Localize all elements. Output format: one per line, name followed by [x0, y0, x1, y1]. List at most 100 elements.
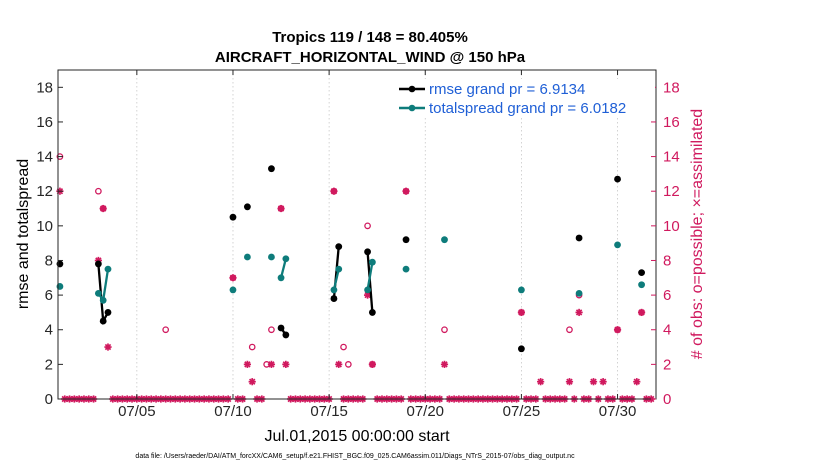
totalspread-point	[614, 241, 621, 249]
obs-possible-marker	[566, 326, 573, 334]
obs-possible-marker	[364, 222, 371, 230]
rmse-point	[614, 175, 621, 183]
obs-possible-marker	[344, 361, 352, 368]
legend-box	[395, 79, 655, 117]
totalspread-point	[441, 236, 448, 244]
obs-assimilated-marker	[517, 308, 526, 317]
data-file-footer: data file: /Users/raeder/DAI/ATM_forcXX/…	[135, 453, 575, 460]
obs-assimilated-marker	[243, 360, 251, 368]
legend-totalspread-label: totalspread grand pr = 6.0182	[429, 100, 626, 117]
rmse-point	[282, 331, 290, 339]
series-points	[56, 80, 645, 353]
obs-assimilated-marker	[440, 360, 449, 368]
y-right-tick-label: 18	[663, 79, 680, 96]
totalspread-point	[104, 265, 112, 273]
legend-rmse-label: rmse grand pr = 6.9134	[429, 81, 585, 98]
plot-frame	[57, 69, 657, 400]
y-right-tick-label: 2	[663, 356, 671, 373]
totalspread-point	[277, 274, 285, 282]
y-right-tick-label: 6	[663, 287, 671, 304]
x-tick-label: 07/30	[599, 403, 637, 420]
totalspread-point	[229, 286, 237, 294]
obs-assimilated-marker	[565, 378, 574, 386]
y-left-tick-label: 14	[36, 149, 53, 166]
rmse-point	[638, 269, 645, 276]
obs-assimilated-marker	[229, 274, 237, 282]
y-left-tick-label: 12	[36, 183, 53, 200]
totalspread-point	[335, 265, 343, 273]
totalspread-point	[368, 258, 376, 266]
obs-possible-marker	[248, 343, 256, 351]
rmse-point	[268, 165, 275, 173]
y-right-tick-label: 12	[663, 183, 680, 200]
y-left-tick-label: 18	[36, 79, 53, 96]
obs-assimilated-markers	[56, 187, 646, 386]
obs-possible-marker	[162, 326, 170, 334]
legend: rmse grand pr = 6.9134 totalspread grand…	[395, 79, 655, 117]
totalspread-point	[268, 253, 275, 261]
obs-assimilated-marker	[368, 360, 376, 368]
obs-possible-marker	[340, 343, 347, 351]
obs-assimilated-marker	[575, 308, 583, 317]
y-left-tick-label: 2	[45, 356, 53, 373]
obs-assimilated-marker	[330, 187, 338, 195]
rmse-point	[335, 243, 343, 251]
x-tick-label: 07/25	[503, 403, 541, 420]
totalspread-point	[99, 296, 107, 304]
totalspread-point	[518, 286, 525, 294]
legend-rmse-marker	[408, 85, 416, 93]
totalspread-point	[243, 253, 251, 261]
obs-assimilated-marker	[613, 326, 622, 334]
totalspread-point	[364, 286, 371, 294]
y-axis-left-label: rmse and totalspread	[15, 159, 32, 309]
totalspread-point	[282, 255, 290, 263]
obs-assimilated-marker	[633, 378, 641, 386]
rmse-point	[243, 203, 251, 211]
obs-assimilated-marker	[589, 378, 598, 386]
rmse-point	[94, 260, 102, 268]
y-right-tick-label: 10	[663, 218, 680, 235]
totalspread-point	[638, 281, 645, 289]
y-left-tick-label: 8	[45, 252, 53, 269]
y-left-tick-label: 0	[45, 391, 53, 408]
chart-title-line-1: Tropics 119 / 148 = 80.405%	[272, 29, 468, 46]
rmse-point	[330, 295, 338, 302]
obs-possible-marker	[441, 326, 448, 334]
x-tick-label: 07/10	[214, 403, 252, 420]
rmse-point	[518, 345, 525, 353]
y-right-tick-label: 14	[663, 149, 680, 166]
obs-assimilated-marker	[402, 187, 410, 195]
y-right-tick-label: 0	[663, 391, 671, 408]
totalspread-point	[575, 289, 583, 297]
x-tick-label: 07/05	[118, 403, 156, 420]
x-tick-label: 07/20	[406, 403, 444, 420]
grid-lines	[136, 70, 618, 399]
axis-ticks: 07/05 07/10 07/15 07/20 07/25 07/30 0 0 2 2 4 4 6 6 8 8…	[36, 70, 680, 420]
totalspread-point	[94, 289, 102, 297]
chart-title-line-2: AIRCRAFT_HORIZONTAL_WIND @ 150 hPa	[215, 49, 526, 66]
y-right-tick-label: 16	[663, 114, 680, 131]
obs-assimilated-marker	[282, 360, 290, 368]
x-axis-label: Jul.01,2015 00:00:00 start	[264, 428, 450, 445]
y-right-tick-label: 4	[663, 322, 671, 339]
totalspread-point	[402, 265, 410, 273]
obs-assimilated-marker	[248, 378, 256, 386]
obs-assimilated-marker	[104, 343, 112, 351]
legend-totalspread-marker	[408, 104, 416, 112]
y-left-tick-label: 6	[45, 287, 53, 304]
obs-possible-marker	[268, 326, 275, 334]
rmse-point	[368, 309, 376, 316]
obs-assimilated-marker	[335, 360, 343, 368]
obs-assimilated-marker	[277, 204, 285, 213]
x-tick-label: 07/15	[310, 403, 348, 420]
obs-assimilated-marker	[599, 378, 607, 386]
plot-area	[58, 70, 656, 399]
y-left-tick-label: 4	[45, 322, 53, 339]
obs-assimilated-marker	[537, 378, 545, 386]
y-axis-right-label: # of obs: o=possible; ×=assimilated	[689, 109, 706, 359]
rmse-point	[364, 248, 371, 256]
rmse-point	[104, 309, 112, 316]
y-left-tick-label: 16	[36, 114, 53, 131]
